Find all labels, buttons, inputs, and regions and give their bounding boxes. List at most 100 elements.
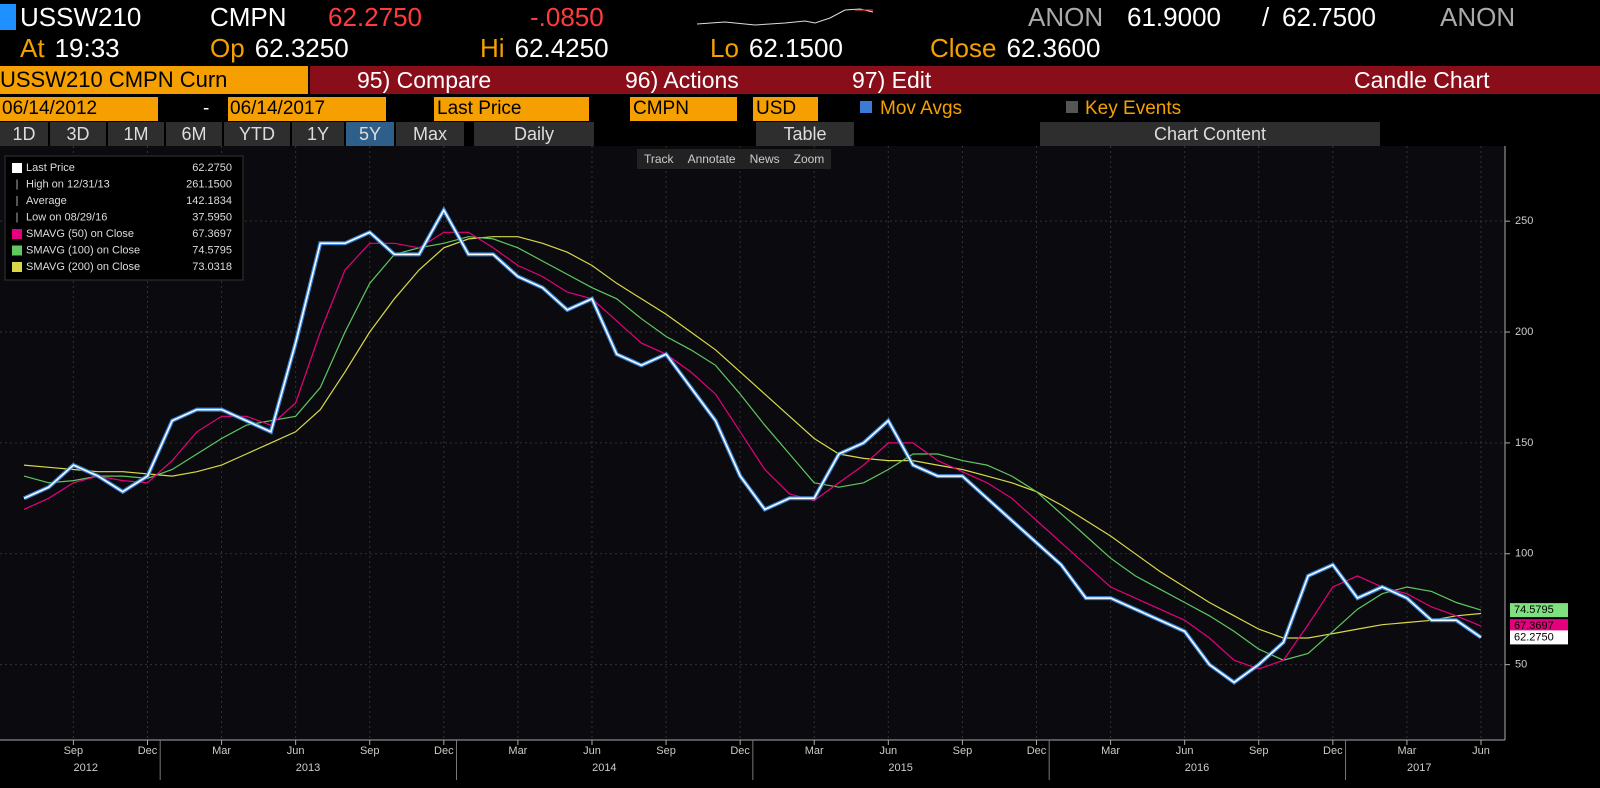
legend-box	[4, 155, 244, 281]
legend-label: SMAVG (200) on Close	[26, 261, 140, 273]
x-tick-label: Mar	[1397, 745, 1416, 757]
last-value-label: 62.2750	[1514, 631, 1554, 643]
year-label: 2017	[1407, 762, 1431, 774]
x-tick-label: Jun	[287, 745, 305, 757]
x-tick-label: Sep	[656, 745, 676, 757]
y-tick-label: 250	[1515, 215, 1533, 227]
legend-label: SMAVG (100) on Close	[26, 244, 140, 256]
period-button[interactable]: 5Y	[346, 122, 394, 146]
x-tick-label: Mar	[1101, 745, 1120, 757]
sparkline	[696, 8, 874, 26]
last-value-box	[1510, 603, 1568, 618]
period-button[interactable]: 3D	[50, 122, 106, 146]
start-date[interactable]: 06/14/2012	[0, 97, 158, 121]
chart-kind: Candle Chart	[1354, 67, 1490, 93]
y-tick-label: 200	[1515, 326, 1533, 338]
quote-item: At 19:33	[20, 33, 120, 63]
period-button[interactable]: YTD	[224, 122, 290, 146]
last-value-label: 74.5795	[1514, 604, 1554, 616]
x-tick-label: Dec	[730, 745, 750, 757]
quote-value: 62.3250	[254, 33, 349, 63]
compare[interactable]: 95) Compare	[357, 67, 492, 93]
checkbox[interactable]	[1066, 101, 1078, 113]
quote-label: At	[20, 33, 45, 63]
frequency[interactable]: Daily	[474, 122, 594, 146]
chart-content[interactable]: Chart Content	[1040, 122, 1380, 146]
period-button[interactable]: Max	[396, 122, 464, 146]
x-tick-label: Mar	[508, 745, 527, 757]
bid-source: ANON	[1028, 2, 1104, 32]
x-tick-label: Jun	[583, 745, 601, 757]
year-label: 2014	[592, 762, 616, 774]
ask: 62.7500	[1282, 2, 1376, 32]
legend-value: 261.1500	[186, 178, 232, 190]
legend-value: 67.3697	[192, 228, 232, 240]
quote-label: Op	[210, 33, 245, 63]
tool-button[interactable]: News	[749, 152, 780, 166]
toolbar: Track Annotate News Zoom	[637, 149, 832, 169]
legend: Last Price 62.2750 High on 12/31/13 261.150…	[4, 155, 244, 281]
legend-swatch	[12, 262, 22, 272]
security[interactable]: USSW210 CMPN Curn	[0, 66, 308, 94]
field[interactable]: Last Price	[434, 97, 589, 121]
last-value-box	[1510, 630, 1568, 645]
legend-value: 142.1834	[186, 195, 232, 207]
year-label: 2016	[1185, 762, 1209, 774]
x-tick-label: Mar	[805, 745, 824, 757]
x-tick-label: Sep	[953, 745, 973, 757]
legend-swatch	[12, 245, 22, 256]
checkbox[interactable]	[860, 101, 872, 113]
legend-value: 62.2750	[192, 162, 232, 174]
pricing[interactable]: CMPN	[630, 97, 737, 121]
x-tick-label: Sep	[1249, 745, 1269, 757]
period-button[interactable]: 1D	[0, 122, 48, 146]
bid: 61.9000	[1127, 2, 1221, 32]
ask-source: ANON	[1440, 2, 1516, 32]
quote-value: 19:33	[54, 33, 120, 63]
legend-label: SMAVG (50) on Close	[26, 228, 134, 240]
quote-value: 62.4250	[514, 33, 609, 63]
quote-item: Hi 62.4250	[480, 33, 609, 63]
y-tick-label: 50	[1515, 659, 1527, 671]
x-tick-label: Sep	[360, 745, 380, 757]
moving-average	[23, 236, 1482, 661]
table[interactable]: Table	[756, 122, 854, 146]
key-events[interactable]: Key Events	[1085, 98, 1182, 119]
period-button[interactable]: 1M	[108, 122, 164, 146]
legend-label: Low on 08/29/16	[26, 211, 107, 223]
end-date[interactable]: 06/14/2017	[228, 97, 386, 121]
legend-swatch	[12, 229, 22, 239]
quote-item: Op 62.3250	[210, 33, 349, 63]
tool-button[interactable]: Annotate	[687, 152, 736, 166]
x-tick-label: Dec	[434, 745, 454, 757]
period-button[interactable]: 1Y	[292, 122, 344, 146]
x-tick-label: Dec	[1323, 745, 1343, 757]
year-label: 2015	[888, 762, 912, 774]
actions[interactable]: 96) Actions	[625, 67, 739, 93]
mov-avgs[interactable]: Mov Avgs	[880, 98, 963, 119]
moving-average	[23, 236, 1482, 639]
quote-item: Lo 62.1500	[710, 33, 843, 63]
x-tick-label: Dec	[138, 745, 158, 757]
x-tick-label: Jun	[1176, 745, 1194, 757]
x-tick-label: Jun	[1472, 745, 1490, 757]
edit[interactable]: 97) Edit	[852, 67, 932, 93]
tool-button[interactable]: Zoom	[793, 152, 825, 166]
x-tick-label: Dec	[1027, 745, 1047, 757]
ticker: USSW210	[20, 2, 142, 32]
separator: /	[1262, 2, 1270, 32]
tool-button[interactable]: Track	[644, 152, 674, 166]
y-tick-label: 100	[1515, 548, 1533, 560]
menu-bar	[310, 66, 1600, 94]
legend-value: 74.5795	[192, 244, 232, 256]
last-value-label: 67.3697	[1514, 620, 1554, 632]
period-button[interactable]: 6M	[166, 122, 222, 146]
chart: 50 100 150 200 250 Sep Dec Mar Jun Sep Dec Mar Jun Se…	[0, 146, 1568, 780]
source: CMPN	[210, 2, 287, 32]
y-tick-label: 150	[1515, 437, 1533, 449]
x-tick-label: Mar	[212, 745, 231, 757]
currency[interactable]: USD	[753, 97, 818, 121]
quote-label: Hi	[480, 33, 505, 63]
ticker-flag	[0, 4, 16, 30]
